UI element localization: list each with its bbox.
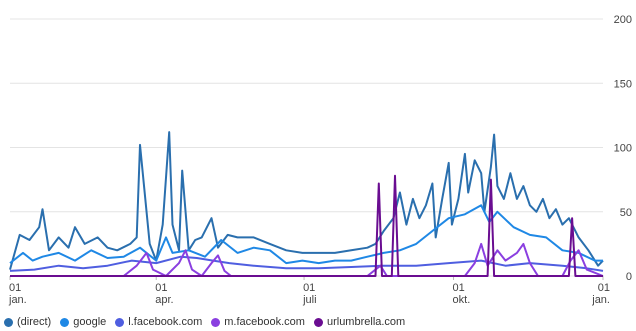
- legend-label: urlumbrella.com: [326, 316, 406, 328]
- x-tick-label: juli: [302, 294, 316, 306]
- legend-swatch: [115, 317, 125, 327]
- legend-swatch: [313, 317, 323, 327]
- x-tick-label: 01: [598, 282, 610, 294]
- series-line-google: [9, 204, 603, 265]
- x-tick-label: 01: [453, 282, 465, 294]
- legend-swatch: [211, 317, 221, 327]
- series-line-direct: [9, 131, 604, 270]
- legend-swatch: [4, 317, 13, 327]
- legend-label: l.facebook.com: [128, 316, 203, 328]
- x-tick-label: jan.: [591, 294, 610, 306]
- legend-label: google: [73, 316, 107, 328]
- legend-item[interactable]: m.facebook.com: [211, 316, 305, 328]
- legend-item[interactable]: urlumbrella.com: [313, 316, 406, 328]
- x-tick-label: okt.: [453, 294, 471, 306]
- chart-legend: (direct) google l.facebook.com m.facebook.c…: [4, 316, 405, 328]
- series-line-urlumbrella-com: [10, 174, 603, 277]
- legend-swatch: [60, 317, 70, 327]
- series-line-l-facebook-com: [9, 255, 604, 272]
- x-tick-label: 01: [303, 282, 315, 294]
- x-tick-label: apr.: [155, 294, 173, 306]
- chart-plot-area: 05010015020001jan.01apr.01juli01okt.01ja…: [8, 14, 632, 306]
- legend-item[interactable]: google: [60, 316, 106, 328]
- x-tick-label: 01: [9, 282, 21, 294]
- legend-item[interactable]: l.facebook.com: [115, 316, 202, 328]
- series-line-m-facebook-com: [10, 242, 604, 277]
- y-tick-label: 50: [620, 207, 632, 219]
- legend-label: (direct): [17, 316, 52, 328]
- legend-label: m.facebook.com: [224, 316, 305, 328]
- y-tick-label: 150: [614, 78, 632, 90]
- y-tick-label: 0: [626, 271, 632, 283]
- x-tick-label: 01: [155, 282, 167, 294]
- y-tick-label: 100: [614, 143, 632, 155]
- y-tick-label: 200: [614, 14, 632, 26]
- legend-item[interactable]: (direct): [4, 316, 51, 328]
- x-tick-label: jan.: [8, 294, 27, 306]
